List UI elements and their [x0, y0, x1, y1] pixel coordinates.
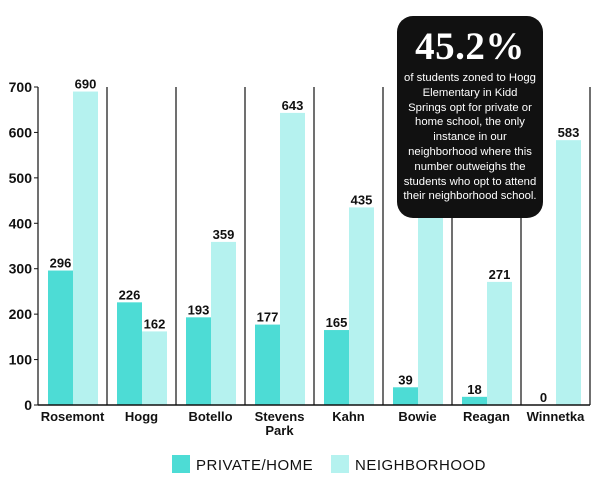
bar-neighborhood — [73, 91, 98, 406]
callout-text: of students zoned to Hogg Elementary in … — [403, 72, 537, 203]
y-tick-label: 400 — [9, 215, 33, 231]
data-label: 39 — [398, 372, 412, 387]
y-tick-label: 500 — [9, 170, 33, 186]
bar-private-home — [186, 317, 211, 405]
category-label: Park — [265, 423, 294, 438]
bar-private-home — [255, 324, 280, 405]
category-label: Stevens — [255, 409, 305, 424]
legend-swatch — [172, 455, 190, 473]
bar-neighborhood — [142, 331, 167, 405]
category-label: Kahn — [332, 409, 365, 424]
legend-label: NEIGHBORHOOD — [355, 457, 486, 474]
data-label: 226 — [119, 287, 141, 302]
data-label: 583 — [558, 125, 580, 140]
legend-label: PRIVATE/HOME — [196, 457, 313, 474]
legend: PRIVATE/HOME NEIGHBORHOOD — [172, 455, 486, 474]
data-label: 271 — [489, 267, 511, 282]
bar-neighborhood — [556, 140, 581, 405]
data-label: 177 — [257, 310, 279, 325]
category-label: Rosemont — [41, 409, 105, 424]
bar-private-home — [324, 330, 349, 405]
y-tick-label: 600 — [9, 124, 33, 140]
y-tick-label: 100 — [9, 352, 33, 368]
bar-neighborhood — [280, 112, 305, 405]
plot-area: 0100200300400500600700296690Rosemont2261… — [9, 77, 591, 438]
data-label: 193 — [188, 302, 210, 317]
data-label: 0 — [540, 390, 547, 405]
data-label: 18 — [467, 382, 481, 397]
category-label: Botello — [188, 409, 232, 424]
category-label: Hogg — [125, 409, 158, 424]
y-tick-label: 300 — [9, 261, 33, 277]
category-label: Reagan — [463, 409, 510, 424]
bar-neighborhood — [211, 241, 236, 405]
data-label: 296 — [50, 256, 72, 271]
category-label: Bowie — [398, 409, 436, 424]
bar-neighborhood — [418, 215, 443, 405]
bar-neighborhood — [349, 207, 374, 405]
data-label: 359 — [213, 227, 235, 242]
bar-neighborhood — [487, 281, 512, 405]
callout-box: 45.2% of students zoned to Hogg Elementa… — [397, 16, 543, 218]
y-tick-label: 200 — [9, 306, 33, 322]
data-label: 165 — [326, 315, 348, 330]
callout-headline: 45.2% — [415, 25, 525, 68]
data-label: 435 — [351, 192, 373, 207]
bar-private-home — [462, 396, 487, 405]
data-label: 690 — [75, 77, 97, 92]
bar-private-home — [117, 302, 142, 405]
y-tick-label: 0 — [24, 397, 32, 413]
bar-private-home — [48, 270, 73, 405]
legend-swatch — [331, 455, 349, 473]
bar-private-home — [393, 387, 418, 405]
data-label: 162 — [144, 316, 166, 331]
y-tick-label: 700 — [9, 79, 33, 95]
data-label: 643 — [282, 98, 304, 113]
category-label: Winnetka — [527, 409, 585, 424]
